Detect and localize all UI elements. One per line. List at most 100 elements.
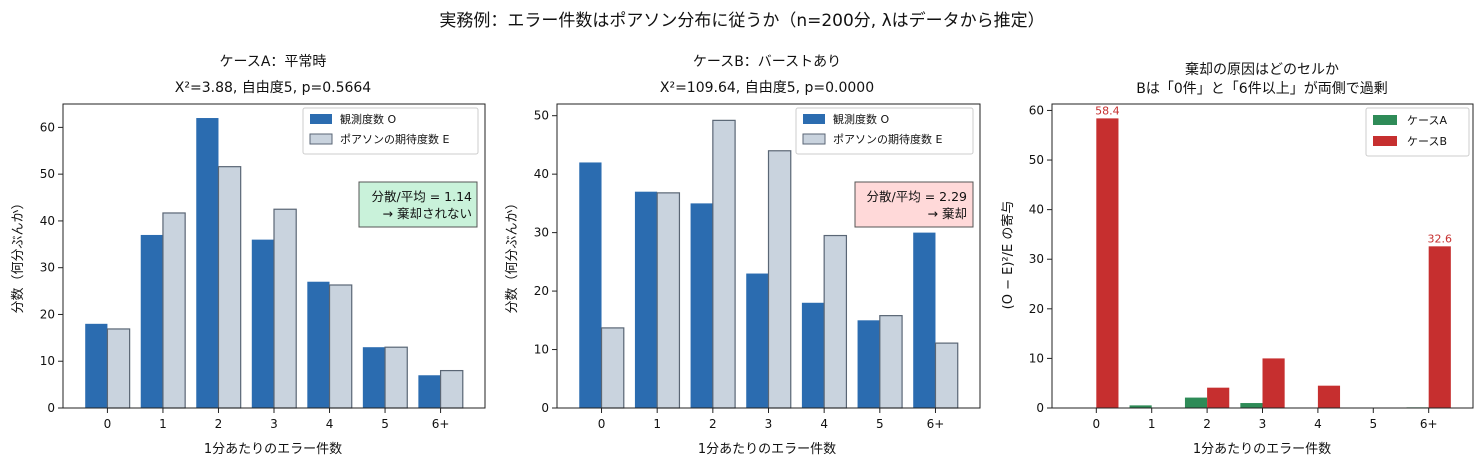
bar-observed-b bbox=[690, 203, 713, 408]
legend-b-label-expected: ポアソンの期待度数 E bbox=[833, 132, 942, 146]
bar-expected-a bbox=[273, 208, 297, 409]
legend-c: ケースA ケースB bbox=[1365, 107, 1470, 157]
bar-case-b bbox=[1428, 246, 1451, 408]
y-tick-label-a: 40 bbox=[40, 214, 55, 228]
legend-c-label-case-a: ケースA bbox=[1407, 114, 1447, 127]
y-tick-label-b: 30 bbox=[534, 226, 549, 240]
bar-expected-b bbox=[656, 192, 681, 409]
bar-observed-a bbox=[140, 234, 163, 408]
panel-case-b: ケースB：バーストあり X²=109.64, 自由度5, p=0.0000 0 1… bbox=[504, 54, 981, 457]
x-tick-label-c: 5 bbox=[1369, 417, 1377, 431]
panel-b-subtitle: X²=109.64, 自由度5, p=0.0000 bbox=[660, 80, 874, 96]
x-tick-label-a: 4 bbox=[326, 417, 334, 431]
legend-b: 観測度数 O ポアソンの期待度数 E bbox=[795, 107, 974, 155]
bar-expected-b bbox=[879, 315, 903, 409]
y-tick-label-a: 20 bbox=[40, 307, 55, 321]
y-tick-label-b: 40 bbox=[534, 167, 549, 181]
bar-observed-a bbox=[196, 118, 219, 409]
x-tick-label-b: 1 bbox=[653, 417, 661, 431]
bar-observed-a bbox=[251, 239, 274, 408]
y-tick-label-b: 0 bbox=[541, 401, 549, 415]
bar-observed-a bbox=[418, 375, 441, 408]
plot-area-b: 0 10 20 30 40 50 0 1 2 3 4 5 6+ bbox=[534, 103, 981, 431]
bar-expected-a bbox=[106, 328, 131, 409]
panel-c-title: 棄却の原因はどのセルか bbox=[1185, 62, 1339, 78]
plot-area-c: 0 10 20 30 40 50 60 0 1 2 3 4 5 6+ 58.4 32.6 bbox=[1029, 103, 1474, 431]
x-tick-label-a: 2 bbox=[215, 417, 223, 431]
legend-b-swatch-observed bbox=[803, 114, 825, 124]
x-tick-label-c: 0 bbox=[1092, 417, 1100, 431]
bar-observed-b bbox=[746, 273, 769, 408]
annotation-b-line1: 分散/平均 = 2.29 bbox=[867, 189, 968, 204]
bar-expected-a bbox=[439, 369, 464, 409]
annotation-b-line2: → 棄却 bbox=[928, 206, 967, 221]
axes-frame-c bbox=[1051, 103, 1474, 409]
legend-a-label-observed: 観測度数 O bbox=[340, 112, 396, 126]
x-tick-label-b: 5 bbox=[876, 417, 884, 431]
x-tick-label-a: 1 bbox=[159, 417, 167, 431]
y-tick-label-a: 0 bbox=[47, 401, 55, 415]
y-tick-label-c: 40 bbox=[1029, 203, 1044, 217]
y-tick-label-c: 30 bbox=[1029, 252, 1044, 266]
panel-c-subtitle: Bは「0件」と「6件以上」が両側で過剰 bbox=[1136, 81, 1387, 97]
panel-b-title: ケースB：バーストあり bbox=[693, 54, 841, 70]
bar-observed-b bbox=[857, 320, 880, 408]
bar-observed-b bbox=[801, 302, 825, 408]
y-tick-label-c: 60 bbox=[1029, 103, 1044, 117]
bar-expected-b bbox=[823, 234, 848, 409]
data-label-case-b: 58.4 bbox=[1095, 104, 1120, 117]
legend-c-label-case-b: ケースB bbox=[1407, 135, 1447, 148]
y-tick-label-b: 10 bbox=[534, 343, 549, 357]
legend-a-swatch-observed bbox=[310, 114, 332, 124]
legend-b-box bbox=[795, 107, 974, 155]
annotation-b-box bbox=[854, 181, 974, 228]
x-tick-label-c: 2 bbox=[1203, 417, 1211, 431]
panel-a-ylabel: 分数（何分ぶんか） bbox=[10, 196, 26, 313]
panel-case-a: ケースA：平常時 X²=3.88, 自由度5, p=0.5664 0102030… bbox=[10, 54, 486, 457]
x-tick-label-a: 3 bbox=[270, 417, 278, 431]
y-tick-label-a: 60 bbox=[40, 120, 55, 134]
x-tick-label-a: 5 bbox=[381, 417, 389, 431]
legend-a: 観測度数 O ポアソンの期待度数 E bbox=[302, 107, 479, 155]
legend-a-box bbox=[302, 107, 479, 155]
bar-expected-a bbox=[162, 212, 186, 409]
bar-expected-b bbox=[934, 342, 959, 409]
bar-case-a bbox=[1240, 403, 1263, 408]
bar-expected-b bbox=[600, 327, 625, 409]
legend-a-swatch-expected bbox=[309, 133, 333, 145]
y-tick-label-a: 50 bbox=[40, 167, 55, 181]
y-tick-label-c: 10 bbox=[1029, 351, 1044, 365]
annotation-b: 分散/平均 = 2.29 → 棄却 bbox=[854, 181, 974, 228]
x-tick-label-b: 0 bbox=[598, 417, 606, 431]
x-tick-label-c: 3 bbox=[1259, 417, 1267, 431]
x-tick-label-b: 6+ bbox=[927, 417, 945, 431]
x-tick-label-b: 3 bbox=[765, 417, 773, 431]
legend-c-swatch-case-a bbox=[1373, 115, 1397, 125]
axes-frame-a bbox=[62, 103, 486, 409]
annotation-a: 分散/平均 = 1.14 → 棄却されない bbox=[358, 181, 478, 228]
y-tick-label-b: 20 bbox=[534, 284, 549, 298]
bar-expected-b bbox=[712, 119, 736, 409]
annotation-a-line2: → 棄却されない bbox=[383, 206, 472, 221]
bar-case-a bbox=[1129, 405, 1152, 408]
x-tick-label-c: 6+ bbox=[1420, 417, 1438, 431]
plot-area-a: 0 10 20 30 40 50 60 0 1 2 3 4 5 6+ bbox=[40, 103, 486, 431]
bar-expected-a bbox=[217, 166, 242, 409]
y-tick-label-a: 30 bbox=[40, 261, 55, 275]
legend-b-label-observed: 観測度数 O bbox=[833, 112, 889, 126]
bar-case-b bbox=[1262, 358, 1285, 408]
bar-observed-a bbox=[85, 323, 108, 408]
bar-case-b bbox=[1317, 385, 1341, 408]
x-tick-label-b: 2 bbox=[709, 417, 717, 431]
panel-c-ylabel: (O − E)²/E の寄与 bbox=[1000, 201, 1016, 310]
y-tick-label-c: 50 bbox=[1029, 153, 1044, 167]
panel-a-xlabel: 1分あたりのエラー件数 bbox=[204, 442, 342, 457]
y-tick-label-c: 20 bbox=[1029, 302, 1044, 316]
data-label-case-b: 32.6 bbox=[1428, 232, 1453, 245]
x-tick-label-b: 4 bbox=[820, 417, 828, 431]
x-tick-label-c: 1 bbox=[1148, 417, 1156, 431]
annotation-a-line1: 分散/平均 = 1.14 bbox=[372, 189, 473, 204]
figure-suptitle: 実務例：エラー件数はポアソン分布に従うか（n=200分, λはデータから推定） bbox=[439, 10, 1044, 31]
bar-observed-b bbox=[913, 232, 936, 408]
